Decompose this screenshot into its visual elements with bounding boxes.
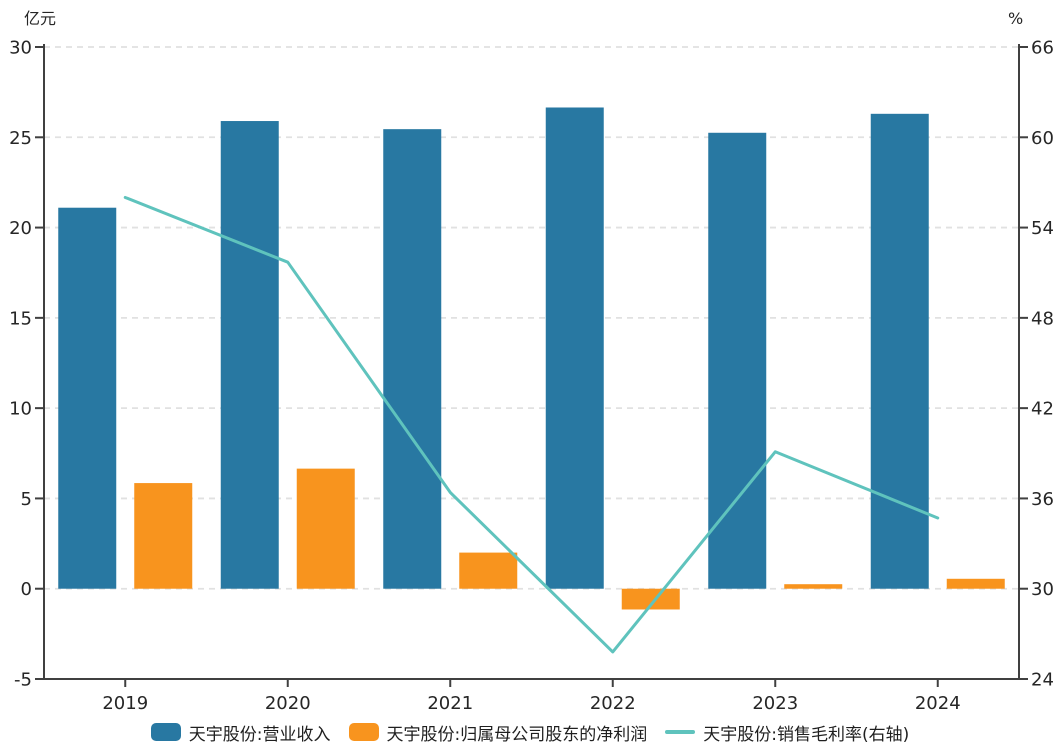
right-axis-tick-30: 30 (1031, 579, 1054, 600)
left-axis-tick--5: -5 (14, 670, 32, 691)
bar-net-profit-2021 (459, 552, 518, 589)
net-profit-legend-label: 天宇股份:归属母公司股东的净利润 (386, 724, 648, 745)
left-axis-tick-20: 20 (9, 218, 32, 239)
bar-net-profit-2023 (784, 584, 843, 589)
right-axis-tick-36: 36 (1031, 489, 1054, 510)
revenue-legend-label: 天宇股份:营业收入 (188, 724, 331, 745)
chart-legend: 天宇股份:营业收入 天宇股份:归属母公司股东的净利润 天宇股份:销售毛利率(右轴… (0, 712, 1060, 752)
bar-series (58, 107, 1005, 610)
right-axis-tick-24: 24 (1031, 670, 1054, 691)
x-axis-label-2024: 2024 (915, 693, 961, 712)
bar-revenue-2023 (708, 132, 767, 589)
right-axis-tick-60: 60 (1031, 128, 1054, 149)
bar-revenue-2021 (383, 129, 442, 589)
bar-revenue-2020 (220, 121, 279, 589)
gross-margin-line (123, 195, 940, 654)
x-axis-label-2020: 2020 (265, 693, 311, 712)
left-axis-tick-15: 15 (9, 308, 32, 329)
right-axis-tick-42: 42 (1031, 399, 1054, 420)
x-axis-label-2019: 2019 (102, 693, 148, 712)
combo-chart: 30 25 20 15 10 5 0 -5 66 60 54 48 42 36 30 24 2019 2020 20… (9, 9, 1054, 715)
left-axis-tick-0: 0 (21, 579, 32, 600)
left-axis-tick-5: 5 (21, 489, 32, 510)
x-axis-label-2022: 2022 (590, 693, 636, 712)
left-axis-unit: 亿元 (24, 9, 56, 28)
bar-net-profit-2022 (621, 588, 680, 610)
gross-margin-legend-line (665, 730, 696, 734)
right-axis-tick-48: 48 (1031, 308, 1054, 329)
x-axis-label-2023: 2023 (752, 693, 798, 712)
legend-item-revenue: 天宇股份:营业收入 (150, 720, 331, 745)
left-axis-tick-25: 25 (9, 128, 32, 149)
gridlines (44, 46, 1019, 590)
revenue-legend-swatch (150, 723, 181, 741)
net-profit-legend-swatch (348, 723, 379, 741)
x-axis-label-2021: 2021 (427, 693, 473, 712)
right-axis-tick-54: 54 (1031, 218, 1054, 239)
bar-revenue-2024 (870, 113, 929, 589)
left-axis-tick-10: 10 (9, 399, 32, 420)
right-axis-tick-66: 66 (1031, 38, 1054, 59)
legend-item-gross-margin: 天宇股份:销售毛利率(右轴) (665, 720, 909, 745)
bar-net-profit-2024 (946, 578, 1005, 589)
axes: 30 25 20 15 10 5 0 -5 66 60 54 48 42 36 30 24 2019 2020 20… (9, 38, 1054, 715)
left-axis-tick-30: 30 (9, 38, 32, 59)
gross-margin-legend-label: 天宇股份:销售毛利率(右轴) (703, 724, 910, 745)
bar-net-profit-2020 (296, 468, 355, 589)
right-axis-unit: % (1008, 9, 1023, 28)
bar-net-profit-2019 (134, 483, 193, 589)
bar-revenue-2022 (545, 107, 604, 589)
legend-item-net-profit: 天宇股份:归属母公司股东的净利润 (348, 720, 648, 745)
line-series (123, 195, 940, 654)
bar-revenue-2019 (58, 207, 117, 589)
